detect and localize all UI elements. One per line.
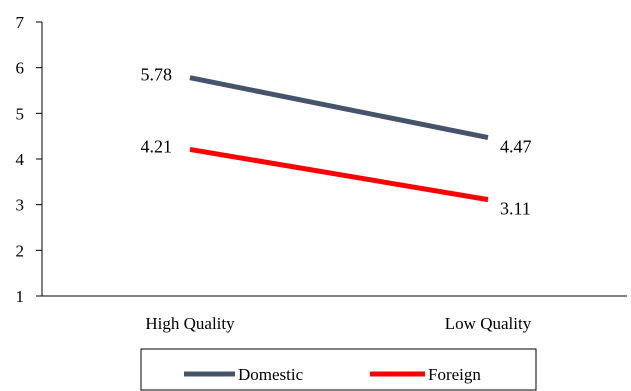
y-tick-label: 2 <box>16 241 25 260</box>
series-layer <box>189 75 489 203</box>
legend: Domestic Foreign <box>140 348 537 391</box>
y-tick-label: 4 <box>16 150 25 169</box>
x-axis-ticks: High Quality Low Quality <box>145 314 531 333</box>
series-line-domestic <box>189 75 489 140</box>
data-label-foreign: 3.11 <box>500 199 531 219</box>
y-tick-label: 5 <box>16 104 25 123</box>
series-line-foreign <box>189 146 489 203</box>
legend-box <box>140 348 537 391</box>
data-label-foreign: 4.21 <box>141 136 173 156</box>
y-tick-label: 3 <box>16 196 25 215</box>
legend-label-foreign: Foreign <box>428 365 481 384</box>
chart-axes <box>41 22 627 297</box>
data-label-domestic: 5.78 <box>141 65 173 85</box>
data-labels: 5.78 4.47 4.21 3.11 <box>141 65 532 219</box>
y-tick-label: 1 <box>16 287 25 306</box>
data-label-domestic: 4.47 <box>500 137 532 157</box>
x-tick-label: Low Quality <box>445 314 532 333</box>
y-tick-label: 7 <box>16 13 25 32</box>
y-axis-ticks: 1 2 3 4 5 6 7 <box>16 13 42 306</box>
x-tick-label: High Quality <box>145 314 235 333</box>
legend-label-domestic: Domestic <box>238 365 304 384</box>
y-tick-label: 6 <box>16 59 25 78</box>
